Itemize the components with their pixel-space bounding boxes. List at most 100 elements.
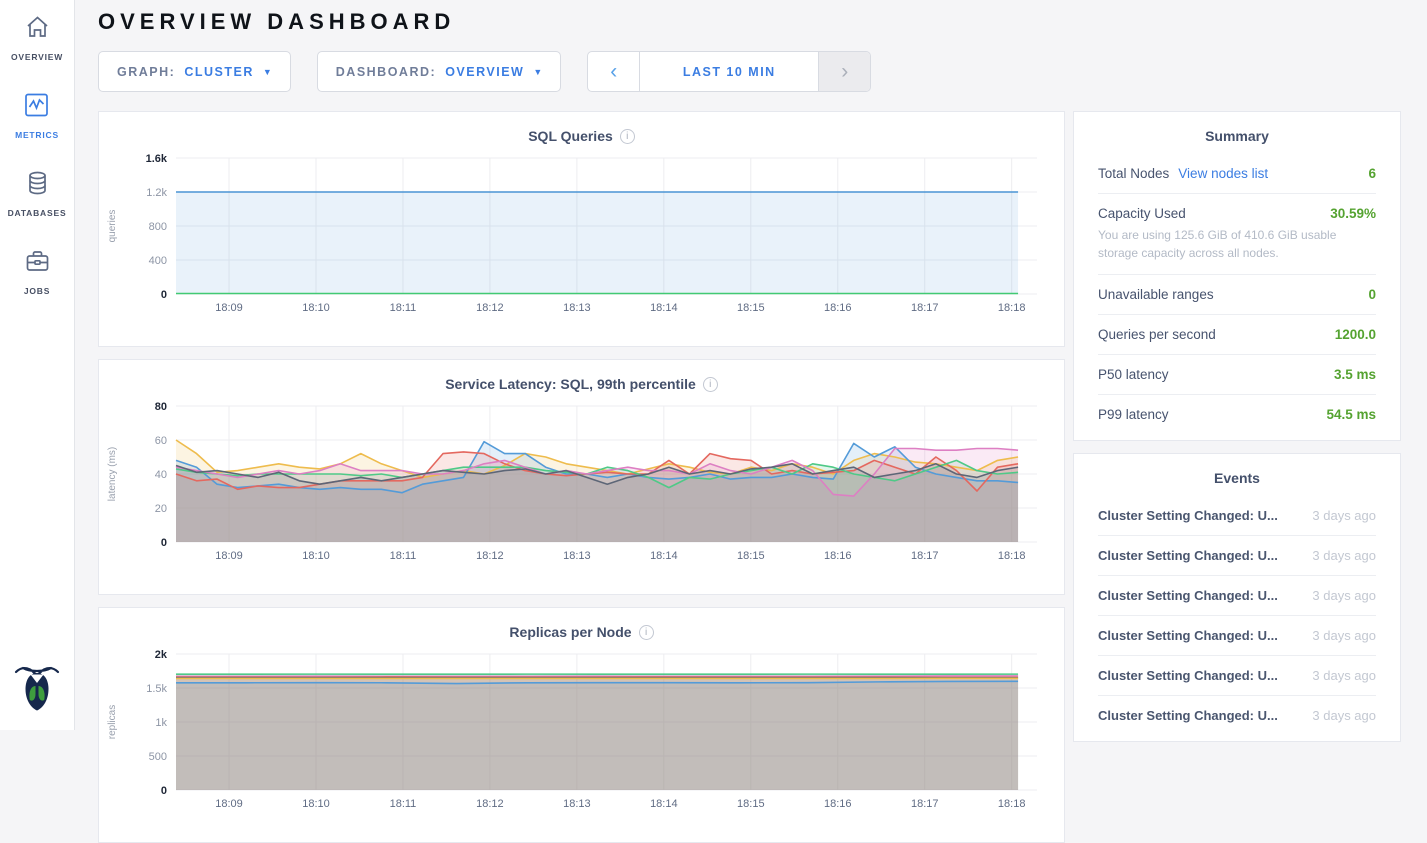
event-time: 3 days ago (1312, 508, 1376, 523)
summary-row-label: Capacity Used (1098, 206, 1186, 221)
svg-text:18:12: 18:12 (476, 798, 504, 810)
info-icon[interactable]: i (702, 376, 718, 392)
metrics-icon (23, 92, 50, 123)
page-title: OVERVIEW DASHBOARD (98, 9, 456, 34)
event-row: Cluster Setting Changed: U... 3 days ago (1098, 695, 1376, 735)
svg-text:18:15: 18:15 (737, 550, 765, 562)
service-latency-chart[interactable]: 80 60 40 20 0 18:09 18:10 18:11 18:12 18:13 18:14 1… (99, 396, 1064, 573)
charts-column: SQL Queries i 1.6k 1.2k 800 400 0 18:09 18:10 1… (98, 111, 1065, 843)
replicas-per-node-card: Replicas per Node i 2k 1.5k 1k 500 0 18:09 18:… (98, 607, 1065, 843)
svg-text:1.2k: 1.2k (146, 187, 167, 199)
svg-text:18:18: 18:18 (998, 798, 1026, 810)
svg-text:18:14: 18:14 (650, 302, 678, 314)
service-latency-card: Service Latency: SQL, 99th percentile i … (98, 359, 1065, 595)
sidebar-item-overview[interactable]: OVERVIEW (11, 14, 63, 62)
svg-text:18:16: 18:16 (824, 550, 852, 562)
side-column: Summary Total Nodes View nodes list 6 Capac… (1073, 111, 1401, 742)
svg-text:18:14: 18:14 (650, 798, 678, 810)
svg-text:18:12: 18:12 (476, 302, 504, 314)
summary-row-value: 6 (1368, 166, 1376, 181)
event-text: Cluster Setting Changed: U... (1098, 588, 1278, 603)
events-panel: Events Cluster Setting Changed: U... 3 da… (1073, 453, 1401, 742)
svg-text:18:17: 18:17 (911, 798, 939, 810)
dashboard-dropdown-value: OVERVIEW (445, 64, 525, 79)
dashboard-dropdown-label: DASHBOARD: (335, 64, 437, 79)
svg-text:0: 0 (161, 537, 167, 549)
svg-text:18:10: 18:10 (302, 550, 330, 562)
svg-text:latency (ms): latency (ms) (107, 447, 118, 501)
toolbar: GRAPH: CLUSTER ▼ DASHBOARD: OVERVIEW ▼ ‹… (98, 51, 1403, 92)
event-text: Cluster Setting Changed: U... (1098, 548, 1278, 563)
svg-text:18:14: 18:14 (650, 550, 678, 562)
svg-text:18:13: 18:13 (563, 302, 591, 314)
event-time: 3 days ago (1312, 668, 1376, 683)
event-row: Cluster Setting Changed: U... 3 days ago (1098, 575, 1376, 615)
database-icon (24, 170, 51, 201)
summary-row: Queries per second 1200.0 (1098, 314, 1376, 354)
summary-row-label: P99 latency (1098, 407, 1169, 422)
events-title: Events (1214, 470, 1260, 486)
sidebar: OVERVIEW METRICS DATABASES JOBS (0, 0, 75, 730)
chevron-right-icon: › (841, 59, 849, 83)
summary-row: P50 latency 3.5 ms (1098, 354, 1376, 394)
svg-text:1.5k: 1.5k (146, 683, 167, 695)
time-range-next-button[interactable]: › (818, 52, 871, 91)
sql-queries-chart[interactable]: 1.6k 1.2k 800 400 0 18:09 18:10 18:11 18:12 18:13… (99, 148, 1064, 325)
info-icon[interactable]: i (638, 624, 654, 640)
event-row: Cluster Setting Changed: U... 3 days ago (1098, 655, 1376, 695)
summary-row-label: Queries per second (1098, 327, 1216, 342)
main-content: OVERVIEW DASHBOARD GRAPH: CLUSTER ▼ DASH… (75, 0, 1427, 843)
event-time: 3 days ago (1312, 708, 1376, 723)
event-time: 3 days ago (1312, 548, 1376, 563)
event-text: Cluster Setting Changed: U... (1098, 668, 1278, 683)
event-text: Cluster Setting Changed: U... (1098, 628, 1278, 643)
sidebar-item-jobs[interactable]: JOBS (24, 248, 51, 296)
info-icon[interactable]: i (619, 128, 635, 144)
svg-text:18:09: 18:09 (215, 302, 243, 314)
summary-row: P99 latency 54.5 ms (1098, 394, 1376, 434)
svg-text:18:13: 18:13 (563, 550, 591, 562)
time-range-prev-button[interactable]: ‹ (588, 52, 641, 91)
svg-text:1.6k: 1.6k (146, 153, 168, 165)
svg-text:800: 800 (149, 221, 167, 233)
svg-text:400: 400 (149, 255, 167, 267)
chart-title: SQL Queries (528, 128, 613, 144)
summary-row-value: 54.5 ms (1326, 407, 1376, 422)
summary-row-value: 30.59% (1330, 206, 1376, 221)
summary-row-value: 3.5 ms (1333, 367, 1376, 382)
sidebar-item-databases[interactable]: DATABASES (8, 170, 67, 218)
chart-title: Service Latency: SQL, 99th percentile (445, 376, 696, 392)
svg-text:18:16: 18:16 (824, 302, 852, 314)
svg-text:80: 80 (155, 401, 167, 413)
event-text: Cluster Setting Changed: U... (1098, 708, 1278, 723)
event-time: 3 days ago (1312, 588, 1376, 603)
sidebar-item-metrics[interactable]: METRICS (15, 92, 59, 140)
svg-text:18:11: 18:11 (390, 550, 417, 562)
home-icon (24, 14, 51, 45)
svg-text:18:11: 18:11 (390, 302, 417, 314)
svg-text:500: 500 (149, 751, 167, 763)
svg-text:0: 0 (161, 289, 167, 301)
event-text: Cluster Setting Changed: U... (1098, 508, 1278, 523)
svg-text:18:17: 18:17 (911, 550, 939, 562)
dashboard-dropdown[interactable]: DASHBOARD: OVERVIEW ▼ (316, 51, 562, 92)
svg-text:2k: 2k (155, 649, 168, 661)
graph-dropdown[interactable]: GRAPH: CLUSTER ▼ (98, 51, 291, 92)
svg-text:18:10: 18:10 (302, 302, 330, 314)
svg-text:18:13: 18:13 (563, 798, 591, 810)
briefcase-icon (24, 248, 51, 279)
svg-text:18:17: 18:17 (911, 302, 939, 314)
event-row: Cluster Setting Changed: U... 3 days ago (1098, 615, 1376, 655)
svg-text:18:15: 18:15 (737, 798, 765, 810)
content-area: SQL Queries i 1.6k 1.2k 800 400 0 18:09 18:10 1… (98, 111, 1403, 843)
summary-panel: Summary Total Nodes View nodes list 6 Capac… (1073, 111, 1401, 441)
summary-row-value: 1200.0 (1334, 327, 1376, 342)
svg-text:18:18: 18:18 (998, 550, 1026, 562)
svg-text:18:18: 18:18 (998, 302, 1026, 314)
event-time: 3 days ago (1312, 628, 1376, 643)
time-range-label[interactable]: LAST 10 MIN (682, 64, 776, 79)
view-nodes-list-link[interactable]: View nodes list (1178, 166, 1269, 181)
summary-row-label: Total Nodes (1098, 166, 1170, 181)
replicas-per-node-chart[interactable]: 2k 1.5k 1k 500 0 18:09 18:10 18:11 18:12 18:13 18:… (99, 644, 1064, 821)
svg-text:queries: queries (107, 210, 118, 243)
